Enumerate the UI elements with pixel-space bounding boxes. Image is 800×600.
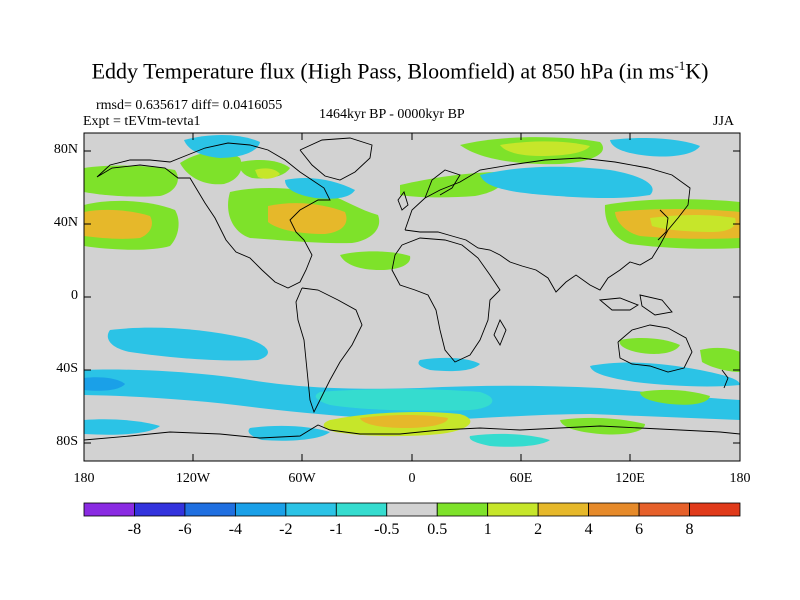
field-contour xyxy=(180,151,242,185)
field-contour xyxy=(84,165,178,197)
colorbar-label: 0.5 xyxy=(427,521,448,538)
colorbar-label: -2 xyxy=(279,521,293,538)
coastline xyxy=(721,369,729,389)
title-text: Eddy Temperature flux (High Pass, Bloomf… xyxy=(91,58,675,84)
field-contour xyxy=(469,433,550,447)
coastline xyxy=(617,324,693,373)
colorbar-swatch xyxy=(83,502,135,517)
experiment-label: Expt = tEVtm-tevta1 xyxy=(83,114,201,129)
coastline xyxy=(424,169,461,199)
title-superscript: -1 xyxy=(674,58,686,73)
axis-ticks xyxy=(84,133,740,461)
field-contour xyxy=(700,347,740,372)
field-contour xyxy=(184,134,260,158)
field-contour xyxy=(84,419,160,435)
field-contour xyxy=(500,141,590,156)
field-contour xyxy=(480,166,653,199)
colorbar-swatch xyxy=(436,502,489,517)
field-contour xyxy=(640,389,710,405)
field-contour xyxy=(255,168,280,179)
colorbar-swatch xyxy=(335,502,388,517)
colorbar-swatch xyxy=(487,502,539,517)
colorbar-label: 8 xyxy=(685,521,694,538)
colorbar xyxy=(83,502,741,517)
field-contour xyxy=(590,362,740,387)
field-contour xyxy=(650,215,736,232)
colorbar-label: 4 xyxy=(584,521,593,538)
title-unit-end: K) xyxy=(685,58,709,84)
time-period-label: 1464kyr BP - 0000kyr BP xyxy=(319,107,465,122)
lon-tick-label: 0 xyxy=(408,471,416,486)
colorbar-swatch xyxy=(537,502,590,517)
field-contour xyxy=(268,203,347,234)
lon-tick-label: 60W xyxy=(288,471,316,486)
lat-tick-label: 80N xyxy=(53,142,78,157)
lat-tick-label: 80S xyxy=(56,434,78,449)
colorbar-swatch xyxy=(134,502,186,517)
coastline xyxy=(493,318,507,347)
field-contour xyxy=(400,172,504,198)
lon-tick-label: 180 xyxy=(729,471,751,486)
colorbar-swatch xyxy=(689,502,741,517)
lon-tick-label: 120W xyxy=(175,471,211,486)
colorbar-swatch xyxy=(588,502,640,517)
coastline xyxy=(295,287,363,414)
field-contour xyxy=(619,337,680,354)
colorbar-label: -1 xyxy=(329,521,343,538)
coastline xyxy=(598,297,639,311)
colorbar-label: 1 xyxy=(483,521,492,538)
field-contour xyxy=(610,138,700,157)
lat-tick-label: 0 xyxy=(71,288,78,303)
colorbar-label: -6 xyxy=(178,521,192,538)
colorbar-swatch xyxy=(234,502,287,517)
coastline xyxy=(397,191,409,211)
colorbar-label: 6 xyxy=(635,521,644,538)
field-contour xyxy=(84,209,152,239)
colorbar-label: -0.5 xyxy=(374,521,400,538)
season-label: JJA xyxy=(713,114,735,129)
lat-tick-label: 40N xyxy=(53,215,78,230)
lat-tick-label: 40S xyxy=(56,361,78,376)
colorbar-swatch xyxy=(285,502,337,517)
rmsd-diff-text: rmsd= 0.635617 diff= 0.0416055 xyxy=(96,98,283,113)
field-contour xyxy=(418,357,480,372)
field-contour xyxy=(107,327,268,361)
field-contour xyxy=(285,178,355,199)
field-contour xyxy=(360,415,448,428)
plot-title: Eddy Temperature flux (High Pass, Bloomf… xyxy=(0,58,800,84)
colorbar-label: -8 xyxy=(127,521,142,538)
colorbar-swatch xyxy=(386,502,438,517)
coastlines xyxy=(84,137,740,441)
coastline xyxy=(96,142,331,289)
colorbar-label: 2 xyxy=(534,521,543,538)
coastline xyxy=(639,294,673,316)
colorbar-label: -4 xyxy=(228,521,243,538)
field-contour xyxy=(315,389,493,411)
colorbar-swatch xyxy=(184,502,236,517)
colorbar-swatch xyxy=(638,502,690,517)
lon-tick-label: 60E xyxy=(509,471,533,486)
coastline xyxy=(404,157,691,293)
field-contour xyxy=(84,377,125,391)
coastline xyxy=(84,424,740,441)
coastline xyxy=(657,209,669,241)
lon-tick-label: 120E xyxy=(615,471,645,486)
coastline xyxy=(391,237,501,363)
field-map xyxy=(84,133,740,461)
coastline xyxy=(299,137,373,181)
lon-tick-label: 180 xyxy=(73,471,95,486)
